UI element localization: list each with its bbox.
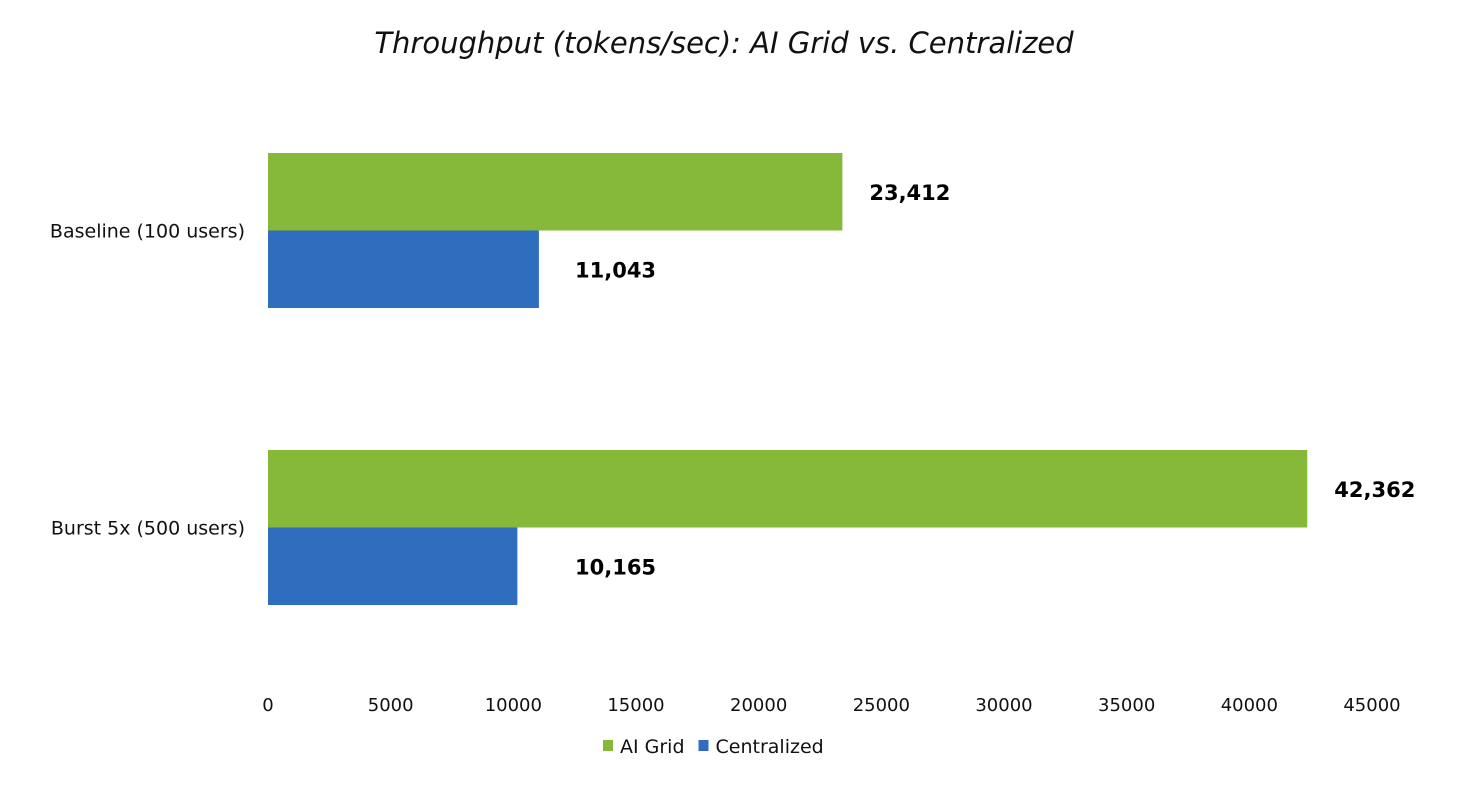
category-label: Baseline (100 users) [50, 221, 245, 243]
x-tick-label: 40000 [1221, 695, 1278, 716]
data-label: 10,165 [575, 555, 656, 579]
x-tick-label: 5000 [368, 695, 414, 716]
x-tick-label: 0 [262, 695, 273, 716]
bar [268, 527, 518, 605]
legend-label: AI Grid [620, 736, 685, 758]
data-label: 42,362 [1334, 478, 1415, 502]
bar [268, 230, 539, 308]
category-label: Burst 5x (500 users) [51, 518, 245, 540]
data-label: 11,043 [575, 258, 656, 282]
data-label: 23,412 [869, 181, 950, 205]
x-tick-label: 20000 [730, 695, 787, 716]
legend-swatch [698, 740, 709, 751]
bar [268, 153, 843, 231]
x-tick-label: 35000 [1098, 695, 1155, 716]
chart-title: Throughput (tokens/sec): AI Grid vs. Cen… [374, 26, 1074, 60]
x-tick-label: 25000 [853, 695, 910, 716]
bar [268, 450, 1308, 528]
legend-label: Centralized [716, 736, 824, 758]
x-tick-label: 45000 [1343, 695, 1400, 716]
x-tick-label: 10000 [485, 695, 542, 716]
x-tick-label: 15000 [607, 695, 664, 716]
legend-swatch [603, 740, 613, 751]
x-tick-label: 30000 [975, 695, 1032, 716]
